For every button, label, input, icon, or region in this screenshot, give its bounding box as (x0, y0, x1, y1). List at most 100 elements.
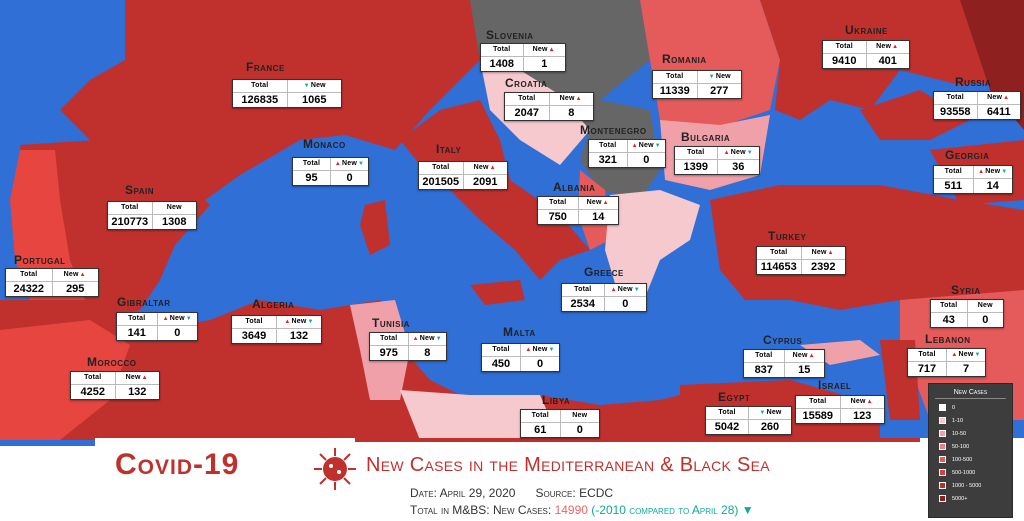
new-header: ▲New▼ (409, 333, 447, 345)
legend-item: 0 (939, 403, 1012, 412)
stats-values: 210773 1308 (108, 214, 196, 229)
country-name-france: France (246, 60, 285, 74)
new-value-spain: 1308 (152, 214, 196, 229)
stats-box-spain: Total New 210773 1308 (107, 201, 197, 230)
new-header: New▲ (524, 44, 566, 56)
stats-values: 93558 6411 (934, 104, 1020, 119)
total-header: Total (232, 316, 277, 328)
new-header-label: New (766, 409, 782, 416)
legend-item: 1000 - 5000 (939, 481, 1012, 490)
stats-values: 4252 132 (71, 384, 159, 399)
country-name-spain: Spain (125, 183, 155, 197)
legend-swatch (939, 430, 946, 437)
new-header: New▲ (579, 197, 619, 209)
total-header: Total (706, 407, 749, 419)
date-label: Date: (410, 486, 437, 500)
total-value-france: 126835 (233, 92, 288, 107)
country-name-greece: Greece (584, 265, 624, 279)
stats-header: Total New (521, 410, 599, 422)
stats-header: Total ▲New▼ (232, 316, 321, 328)
stats-values: 24322 295 (6, 281, 98, 296)
new-header: New▲ (802, 247, 846, 259)
new-value-croatia: 8 (549, 105, 593, 120)
country-name-ukraine: Ukraine (845, 23, 888, 37)
stats-header: Total ▲New▼ (482, 344, 559, 356)
new-header: New (968, 300, 1004, 312)
new-value-italy: 2091 (463, 174, 507, 189)
title-banner-background (0, 438, 1024, 521)
total-header: Total (538, 197, 579, 209)
total-change: (-2010 compared to April 28) (591, 503, 739, 517)
stats-header: Total New▲ (744, 350, 824, 362)
stats-header: Total New▲ (538, 197, 618, 209)
stats-box-libya: Total New 61 0 (520, 409, 600, 438)
new-header-label: New (850, 398, 866, 405)
new-value-lebanon: 7 (947, 361, 985, 376)
new-header-label: New (291, 318, 307, 325)
legend-item: 50-100 (939, 442, 1012, 451)
stats-values: 95 0 (293, 170, 368, 185)
total-value: 14990 (554, 503, 588, 517)
stats-values: 1399 36 (675, 159, 759, 174)
stats-header: Total ▲New▼ (675, 147, 759, 159)
down-arrow-icon: ▼ (633, 287, 640, 293)
up-arrow-icon: ▲ (602, 200, 609, 206)
total-value-spain: 210773 (108, 214, 153, 229)
country-name-tunisia: Tunisia (372, 316, 410, 330)
new-header-label: New (987, 94, 1003, 101)
new-value-russia: 6411 (977, 104, 1020, 119)
new-value-morocco: 132 (115, 384, 159, 399)
down-arrow-icon: ▼ (654, 143, 661, 149)
stats-header: Total New (108, 202, 196, 214)
new-header: New (561, 410, 600, 422)
up-arrow-icon: ▲ (723, 150, 730, 156)
total-value-portugal: 24322 (6, 281, 53, 296)
stats-values: 141 0 (117, 325, 197, 340)
legend-item: 100-500 (939, 455, 1012, 464)
stats-box-ukraine: Total New▲ 9410 401 (822, 40, 910, 69)
stats-values: 837 15 (744, 362, 824, 377)
up-arrow-icon: ▲ (489, 165, 496, 171)
stats-values: 43 0 (931, 312, 1003, 327)
total-value-italy: 201505 (419, 174, 464, 189)
legend-item: 500-1000 (939, 468, 1012, 477)
total-value-israel: 15589 (796, 408, 841, 423)
total-value-albania: 750 (538, 209, 579, 224)
country-name-monaco: Monaco (303, 137, 346, 151)
stats-header: Total ▲New▼ (293, 158, 368, 170)
total-value-croatia: 2047 (505, 105, 550, 120)
legend-label: 1000 - 5000 (952, 482, 982, 489)
new-header-label: New (876, 43, 892, 50)
new-header: ▲New▼ (947, 349, 985, 361)
new-header-label: New (166, 204, 182, 211)
total-value-morocco: 4252 (71, 384, 116, 399)
stats-values: 61 0 (521, 422, 599, 437)
stats-box-lebanon: Total ▲New▼ 717 7 (907, 348, 986, 377)
stats-box-romania: Total ▼New 11339 277 (652, 70, 742, 99)
legend-swatch (939, 404, 946, 411)
legend: New Cases 0 1-10 10-50 50-100 100-500 500-100… (928, 383, 1013, 518)
total-value-gibraltar: 141 (117, 325, 158, 340)
stats-box-russia: Total New▲ 93558 6411 (933, 91, 1021, 120)
up-arrow-icon: ▲ (866, 399, 873, 405)
total-header: Total (675, 147, 718, 159)
stats-values: 114653 2392 (757, 259, 845, 274)
up-arrow-icon: ▲ (548, 47, 555, 53)
total-value-egypt: 5042 (706, 419, 749, 434)
up-arrow-icon: ▲ (575, 96, 582, 102)
banner-subtitle: New Cases in the Mediterranean & Black S… (366, 454, 770, 476)
stats-values: 9410 401 (823, 53, 909, 68)
new-header-label: New (958, 351, 974, 358)
stats-values: 717 7 (908, 361, 985, 376)
new-value-france: 1065 (287, 92, 341, 107)
new-header: New▲ (978, 92, 1021, 104)
total-header: Total (757, 247, 802, 259)
new-header-label: New (473, 164, 489, 171)
legend-swatch (939, 469, 946, 476)
country-name-malta: Malta (503, 325, 536, 339)
stats-box-cyprus: Total New▲ 837 15 (743, 349, 825, 378)
stats-header: Total New▲ (757, 247, 845, 259)
total-header: Total (108, 202, 153, 214)
country-name-italy: Italy (436, 142, 462, 156)
stats-box-morocco: Total New▲ 4252 132 (70, 371, 160, 400)
